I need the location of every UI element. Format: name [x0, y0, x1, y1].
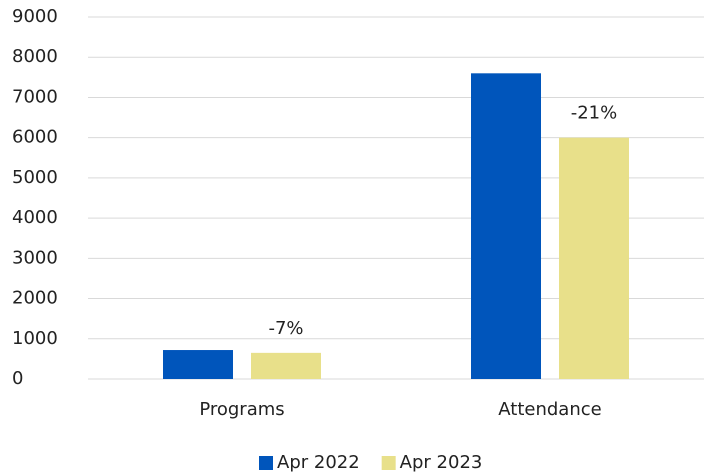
y-tick-label: 7000: [12, 86, 58, 107]
annotation: -21%: [571, 103, 618, 124]
bar: [251, 352, 321, 379]
y-tick-label: 0: [12, 368, 23, 389]
legend-swatch: [381, 456, 396, 470]
y-tick-label: 8000: [12, 46, 58, 67]
y-tick-label: 4000: [12, 207, 58, 228]
y-tick-label: 5000: [12, 167, 58, 188]
bar: [559, 137, 629, 379]
annotation: -7%: [268, 318, 303, 339]
y-tick-label: 9000: [12, 6, 58, 27]
legend-label: Apr 2022: [277, 452, 360, 473]
y-tick-label: 1000: [12, 328, 58, 349]
bar: [163, 350, 233, 379]
legend-swatch: [259, 456, 273, 470]
y-tick-label: 3000: [12, 247, 58, 268]
y-tick-label: 6000: [12, 127, 58, 148]
x-tick-label: Programs: [199, 399, 284, 420]
y-tick-label: 2000: [12, 288, 58, 309]
legend-label: Apr 2023: [400, 452, 483, 473]
x-tick-label: Attendance: [498, 399, 601, 420]
bar: [471, 73, 541, 380]
